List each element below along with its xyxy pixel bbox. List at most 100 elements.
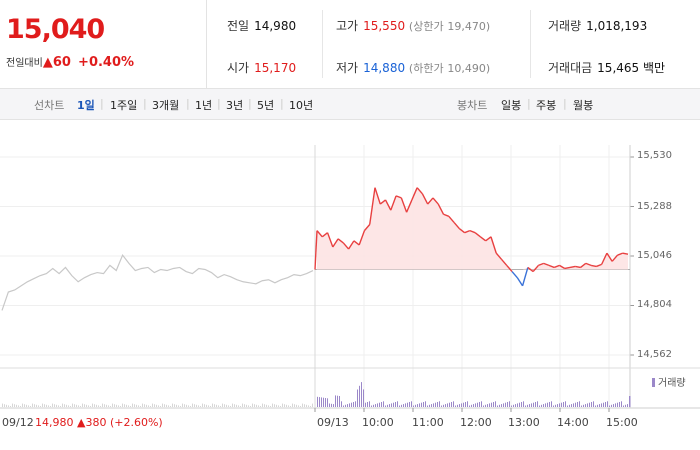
volume-bar bbox=[294, 404, 295, 407]
today-segment bbox=[421, 193, 429, 205]
volume-bar bbox=[184, 404, 185, 407]
volume-bar bbox=[200, 406, 201, 407]
volume-bar bbox=[152, 403, 153, 407]
today-segment bbox=[611, 254, 618, 262]
tab-separator: | bbox=[100, 97, 104, 110]
volume-bar bbox=[262, 403, 263, 407]
volume-bar bbox=[429, 404, 430, 407]
volume-bar bbox=[272, 403, 273, 407]
volume-bar bbox=[248, 405, 249, 407]
volume-bar bbox=[581, 405, 582, 407]
volume-bar bbox=[222, 403, 223, 407]
volume-bar bbox=[14, 404, 15, 407]
volume-bar bbox=[321, 397, 322, 407]
tab-separator: | bbox=[563, 97, 567, 110]
x-label-prev-day: 09/12 bbox=[2, 416, 34, 429]
volume-bar bbox=[435, 402, 436, 407]
volume-bar bbox=[485, 404, 486, 407]
volume-bar bbox=[523, 401, 524, 407]
tab-1year[interactable]: 1년 bbox=[195, 99, 213, 112]
volume-bar bbox=[397, 401, 398, 407]
upper-limit-value: 19,470) bbox=[447, 20, 491, 33]
volume-bar bbox=[323, 397, 324, 407]
volume-bar bbox=[88, 405, 89, 407]
open-value: 15,170 bbox=[254, 61, 297, 75]
volume-bar bbox=[54, 404, 55, 407]
amount-label: 거래대금 bbox=[548, 61, 593, 75]
volume-bar bbox=[106, 404, 107, 407]
volume-bar bbox=[112, 403, 113, 407]
volume-bar bbox=[212, 403, 213, 407]
volume-bar bbox=[190, 406, 191, 407]
volume-bar bbox=[367, 402, 368, 407]
volume-bar bbox=[68, 405, 69, 407]
volume-bar bbox=[136, 404, 137, 407]
volume-bar bbox=[12, 403, 13, 407]
tab-3year[interactable]: 3년 bbox=[226, 99, 244, 112]
tab-5year[interactable]: 5년 bbox=[257, 99, 275, 112]
change-percent: +0.40% bbox=[78, 55, 135, 70]
tab-monthly[interactable]: 월봉 bbox=[573, 99, 594, 112]
volume-bar bbox=[629, 396, 631, 407]
volume-bar bbox=[467, 401, 468, 407]
volume-bar bbox=[505, 402, 506, 407]
volume-bar bbox=[276, 404, 277, 407]
volume-bar bbox=[2, 403, 3, 407]
tab-3month[interactable]: 3개월 bbox=[152, 99, 180, 112]
volume-bar bbox=[60, 406, 61, 407]
volume-bar bbox=[300, 406, 301, 407]
tab-weekly[interactable]: 주봉 bbox=[536, 99, 557, 112]
volume-bar bbox=[80, 406, 81, 407]
tab-10year[interactable]: 10년 bbox=[289, 99, 314, 112]
today-segment bbox=[521, 267, 529, 287]
volume-bar bbox=[393, 402, 394, 407]
volume-bar bbox=[383, 401, 384, 407]
volume-bar bbox=[48, 405, 49, 407]
volume-bar bbox=[46, 404, 47, 407]
volume-bar bbox=[58, 405, 59, 407]
volume-bar bbox=[373, 404, 374, 407]
tab-1week[interactable]: 1주일 bbox=[110, 99, 138, 112]
volume-bar bbox=[236, 404, 237, 407]
chart-toolbar: 선차트 1일 | 1주일 | 3개월 | 1년 | 3년 | 5년 | 10년 … bbox=[0, 89, 700, 120]
volume-bar bbox=[621, 401, 622, 407]
quote-header: 15,040 전일대비▲60 +0.40% 전일 14,980 시가 15,170 … bbox=[0, 0, 700, 89]
today-segment bbox=[606, 252, 613, 262]
volume-bar bbox=[419, 403, 420, 407]
current-price: 15,040 bbox=[6, 14, 105, 45]
volume-bar bbox=[521, 402, 522, 407]
volume-bar bbox=[268, 405, 269, 407]
volume-bar bbox=[98, 405, 99, 407]
volume-bar bbox=[349, 403, 350, 407]
volume-bar bbox=[497, 405, 498, 407]
volume-bar bbox=[541, 404, 542, 407]
today-segment bbox=[564, 266, 571, 270]
today-segment bbox=[532, 264, 539, 273]
price-chart[interactable] bbox=[0, 120, 700, 450]
volume-bar bbox=[206, 404, 207, 407]
x-tick-label: 10:00 bbox=[362, 416, 394, 429]
volume-bar bbox=[587, 403, 588, 407]
volume-bar bbox=[4, 404, 5, 407]
volume-bar bbox=[601, 403, 602, 407]
volume-bar bbox=[353, 402, 354, 407]
volume-bar bbox=[395, 402, 396, 407]
today-segment bbox=[464, 229, 471, 234]
volume-bar bbox=[302, 403, 303, 407]
volume-bar bbox=[577, 402, 578, 407]
volume-bar bbox=[154, 404, 155, 407]
volume-bar bbox=[487, 404, 488, 407]
tab-1day[interactable]: 1일 bbox=[77, 99, 95, 112]
tab-daily[interactable]: 일봉 bbox=[501, 99, 522, 112]
volume-bar bbox=[365, 402, 366, 407]
tab-separator: | bbox=[280, 97, 284, 110]
volume-bar bbox=[194, 404, 195, 407]
change-line: 전일대비▲60 +0.40% bbox=[6, 54, 134, 70]
volume-bar bbox=[457, 404, 458, 407]
volume-bar bbox=[30, 406, 31, 407]
volume-bar bbox=[120, 406, 121, 407]
volume-bar bbox=[218, 405, 219, 407]
today-segment bbox=[543, 262, 550, 267]
volume-bar bbox=[298, 405, 299, 407]
volume-bar bbox=[114, 404, 115, 407]
